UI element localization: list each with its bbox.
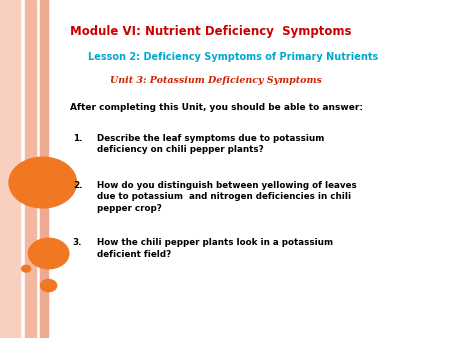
Bar xyxy=(25,0,36,338)
Bar xyxy=(40,0,48,338)
Text: After completing this Unit, you should be able to answer:: After completing this Unit, you should b… xyxy=(70,103,363,112)
Text: Module VI: Nutrient Deficiency  Symptoms: Module VI: Nutrient Deficiency Symptoms xyxy=(70,25,351,38)
Text: Unit 3: Potassium Deficiency Symptoms: Unit 3: Potassium Deficiency Symptoms xyxy=(110,76,322,85)
Text: Describe the leaf symptoms due to potassium
deficiency on chili pepper plants?: Describe the leaf symptoms due to potass… xyxy=(97,134,324,154)
Circle shape xyxy=(22,265,31,272)
Text: 1.: 1. xyxy=(73,134,82,143)
Bar xyxy=(0,0,20,338)
Text: How the chili pepper plants look in a potassium
deficient field?: How the chili pepper plants look in a po… xyxy=(97,238,333,259)
Text: How do you distinguish between yellowing of leaves
due to potassium  and nitroge: How do you distinguish between yellowing… xyxy=(97,181,356,213)
Circle shape xyxy=(28,238,69,269)
Text: 3.: 3. xyxy=(73,238,82,247)
Circle shape xyxy=(9,157,77,208)
Text: Lesson 2: Deficiency Symptoms of Primary Nutrients: Lesson 2: Deficiency Symptoms of Primary… xyxy=(88,52,378,63)
Text: 2.: 2. xyxy=(73,181,82,190)
Circle shape xyxy=(40,280,57,292)
